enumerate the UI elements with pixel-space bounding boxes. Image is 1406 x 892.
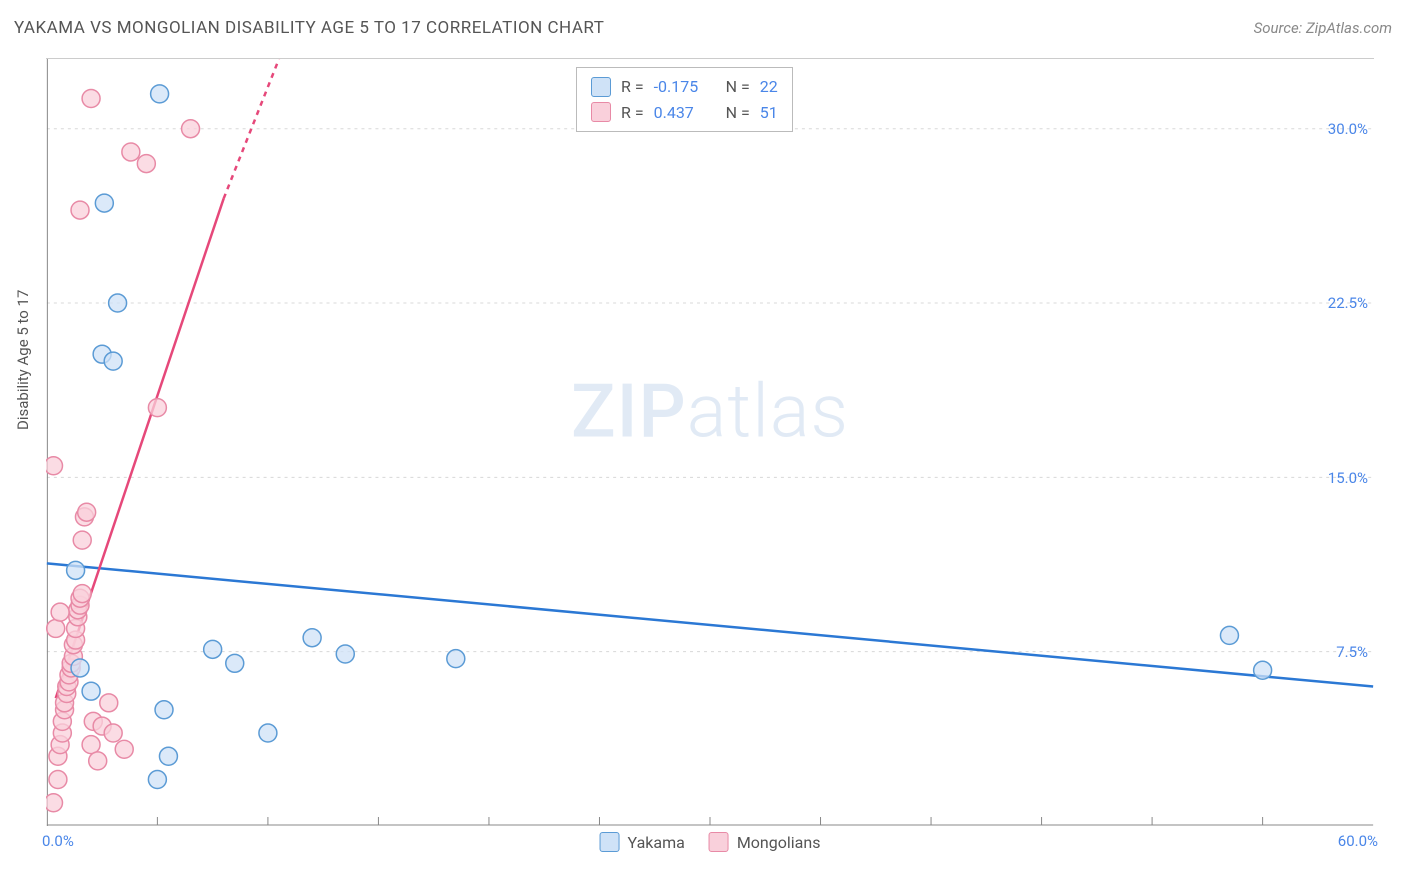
- source-credit: Source: ZipAtlas.com: [1254, 19, 1392, 37]
- correlation-stats-box: R =-0.175N =22R =0.437N =51: [576, 67, 793, 132]
- chart-title: YAKAMA VS MONGOLIAN DISABILITY AGE 5 TO …: [14, 18, 604, 38]
- mongolians-swatch: [709, 832, 729, 852]
- y-tick-label: 30.0%: [1328, 120, 1368, 138]
- y-tick-label: 22.5%: [1328, 294, 1368, 312]
- stats-row: R =-0.175N =22: [591, 74, 778, 100]
- stats-row: R =0.437N =51: [591, 100, 778, 126]
- chart-header: YAKAMA VS MONGOLIAN DISABILITY AGE 5 TO …: [14, 18, 1392, 38]
- y-tick-label: 15.0%: [1328, 469, 1368, 487]
- series-legend: Yakama Mongolians: [600, 832, 821, 852]
- legend-yakama: Yakama: [600, 832, 685, 852]
- legend-mongolians: Mongolians: [709, 832, 821, 852]
- chart-plot-area: ZIPatlas R =-0.175N =22R =0.437N =51 7.5…: [46, 58, 1374, 826]
- y-axis-label: Disability Age 5 to 17: [14, 290, 32, 430]
- y-tick-label: 7.5%: [1336, 643, 1368, 661]
- x-axis-min-label: 0.0%: [42, 832, 74, 850]
- scatter-plot-svg: [46, 59, 1374, 826]
- yakama-swatch: [600, 832, 620, 852]
- x-axis-max-label: 60.0%: [1338, 832, 1378, 850]
